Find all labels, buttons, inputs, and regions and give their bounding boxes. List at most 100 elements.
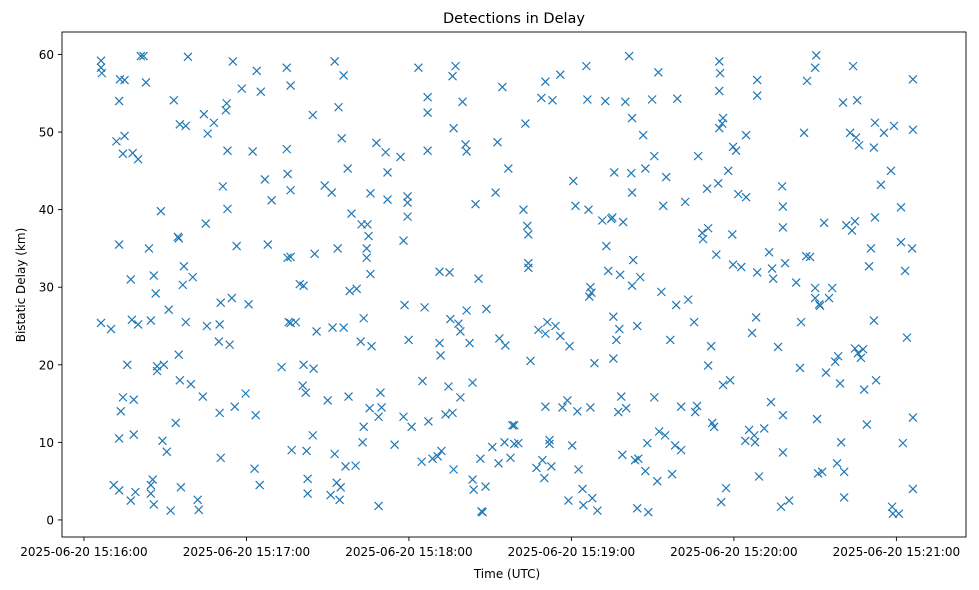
y-axis: 0 10 20 30 40 50 60 xyxy=(39,48,62,527)
data-point xyxy=(896,237,906,247)
data-point xyxy=(449,123,459,133)
data-point xyxy=(494,333,504,343)
data-point xyxy=(435,267,444,277)
data-point xyxy=(633,454,643,464)
data-point xyxy=(448,71,457,81)
data-point xyxy=(728,142,738,152)
data-point xyxy=(611,335,621,345)
data-point xyxy=(900,266,910,276)
data-point xyxy=(810,63,820,73)
data-point xyxy=(223,204,232,214)
data-point xyxy=(670,441,680,450)
data-point xyxy=(572,406,582,416)
data-point xyxy=(558,403,567,412)
data-point xyxy=(542,317,552,327)
data-point xyxy=(811,50,821,60)
data-point xyxy=(728,260,738,270)
data-point xyxy=(585,282,595,292)
y-axis-label: Bistatic Delay (km) xyxy=(14,228,28,343)
data-point xyxy=(436,446,446,456)
data-point xyxy=(652,476,662,486)
data-point xyxy=(400,300,410,310)
data-point xyxy=(856,353,866,363)
y-tick-label: 40 xyxy=(39,203,54,217)
data-point xyxy=(377,403,386,412)
data-point xyxy=(359,422,369,432)
data-point xyxy=(323,396,333,405)
data-point xyxy=(649,151,659,161)
data-point xyxy=(310,249,320,259)
data-point xyxy=(159,360,169,370)
data-point xyxy=(468,475,477,485)
data-point xyxy=(478,507,488,517)
data-point xyxy=(136,51,146,61)
data-point xyxy=(141,77,151,87)
data-point xyxy=(114,486,124,495)
data-point xyxy=(455,392,465,402)
data-point xyxy=(344,392,353,402)
data-point xyxy=(96,56,106,66)
data-point xyxy=(656,287,666,297)
data-point xyxy=(519,205,528,215)
x-tick-label: 2025-06-20 15:21:00 xyxy=(833,545,960,559)
data-point xyxy=(181,121,191,131)
data-point xyxy=(780,258,790,268)
data-point xyxy=(396,152,405,162)
data-point xyxy=(365,403,375,413)
data-point xyxy=(618,217,628,227)
data-point xyxy=(462,147,472,156)
data-point xyxy=(374,412,384,422)
data-point xyxy=(156,206,166,216)
data-point xyxy=(493,137,502,147)
y-tick-label: 20 xyxy=(39,358,54,372)
data-point xyxy=(303,489,313,498)
data-point xyxy=(658,201,668,211)
data-point xyxy=(523,230,533,239)
data-point xyxy=(581,61,591,71)
data-point xyxy=(703,361,713,370)
data-point xyxy=(603,266,613,276)
data-point xyxy=(791,278,801,287)
data-point xyxy=(546,461,556,471)
data-point xyxy=(703,223,713,233)
data-point xyxy=(640,466,650,476)
data-point xyxy=(232,241,242,251)
data-point xyxy=(894,509,904,519)
data-point xyxy=(709,422,719,432)
data-point xyxy=(407,422,417,432)
data-point xyxy=(522,221,532,231)
data-point xyxy=(741,130,751,140)
data-point xyxy=(778,448,788,457)
data-point xyxy=(555,331,565,341)
data-point xyxy=(237,84,247,94)
data-point xyxy=(796,317,806,327)
data-point xyxy=(676,402,686,412)
data-point xyxy=(347,209,356,218)
data-point xyxy=(810,293,820,303)
data-point xyxy=(902,333,912,343)
data-point xyxy=(500,437,509,447)
data-point xyxy=(702,184,712,194)
data-point xyxy=(821,368,831,377)
data-point xyxy=(601,241,611,251)
data-point xyxy=(283,169,293,179)
data-point xyxy=(578,500,588,510)
data-point xyxy=(339,323,349,332)
data-point xyxy=(203,129,213,139)
data-point xyxy=(778,410,788,420)
data-point xyxy=(491,188,501,198)
data-point xyxy=(723,166,733,176)
data-point xyxy=(752,268,762,277)
data-point xyxy=(451,61,460,71)
data-point xyxy=(676,445,686,455)
data-point xyxy=(399,236,408,246)
data-point xyxy=(592,506,602,516)
data-point xyxy=(715,68,725,78)
data-point xyxy=(299,360,308,370)
data-point xyxy=(848,61,858,71)
data-point xyxy=(465,338,475,348)
data-point xyxy=(523,263,533,273)
data-point xyxy=(500,340,510,350)
data-point xyxy=(251,410,261,420)
data-point xyxy=(312,327,321,336)
